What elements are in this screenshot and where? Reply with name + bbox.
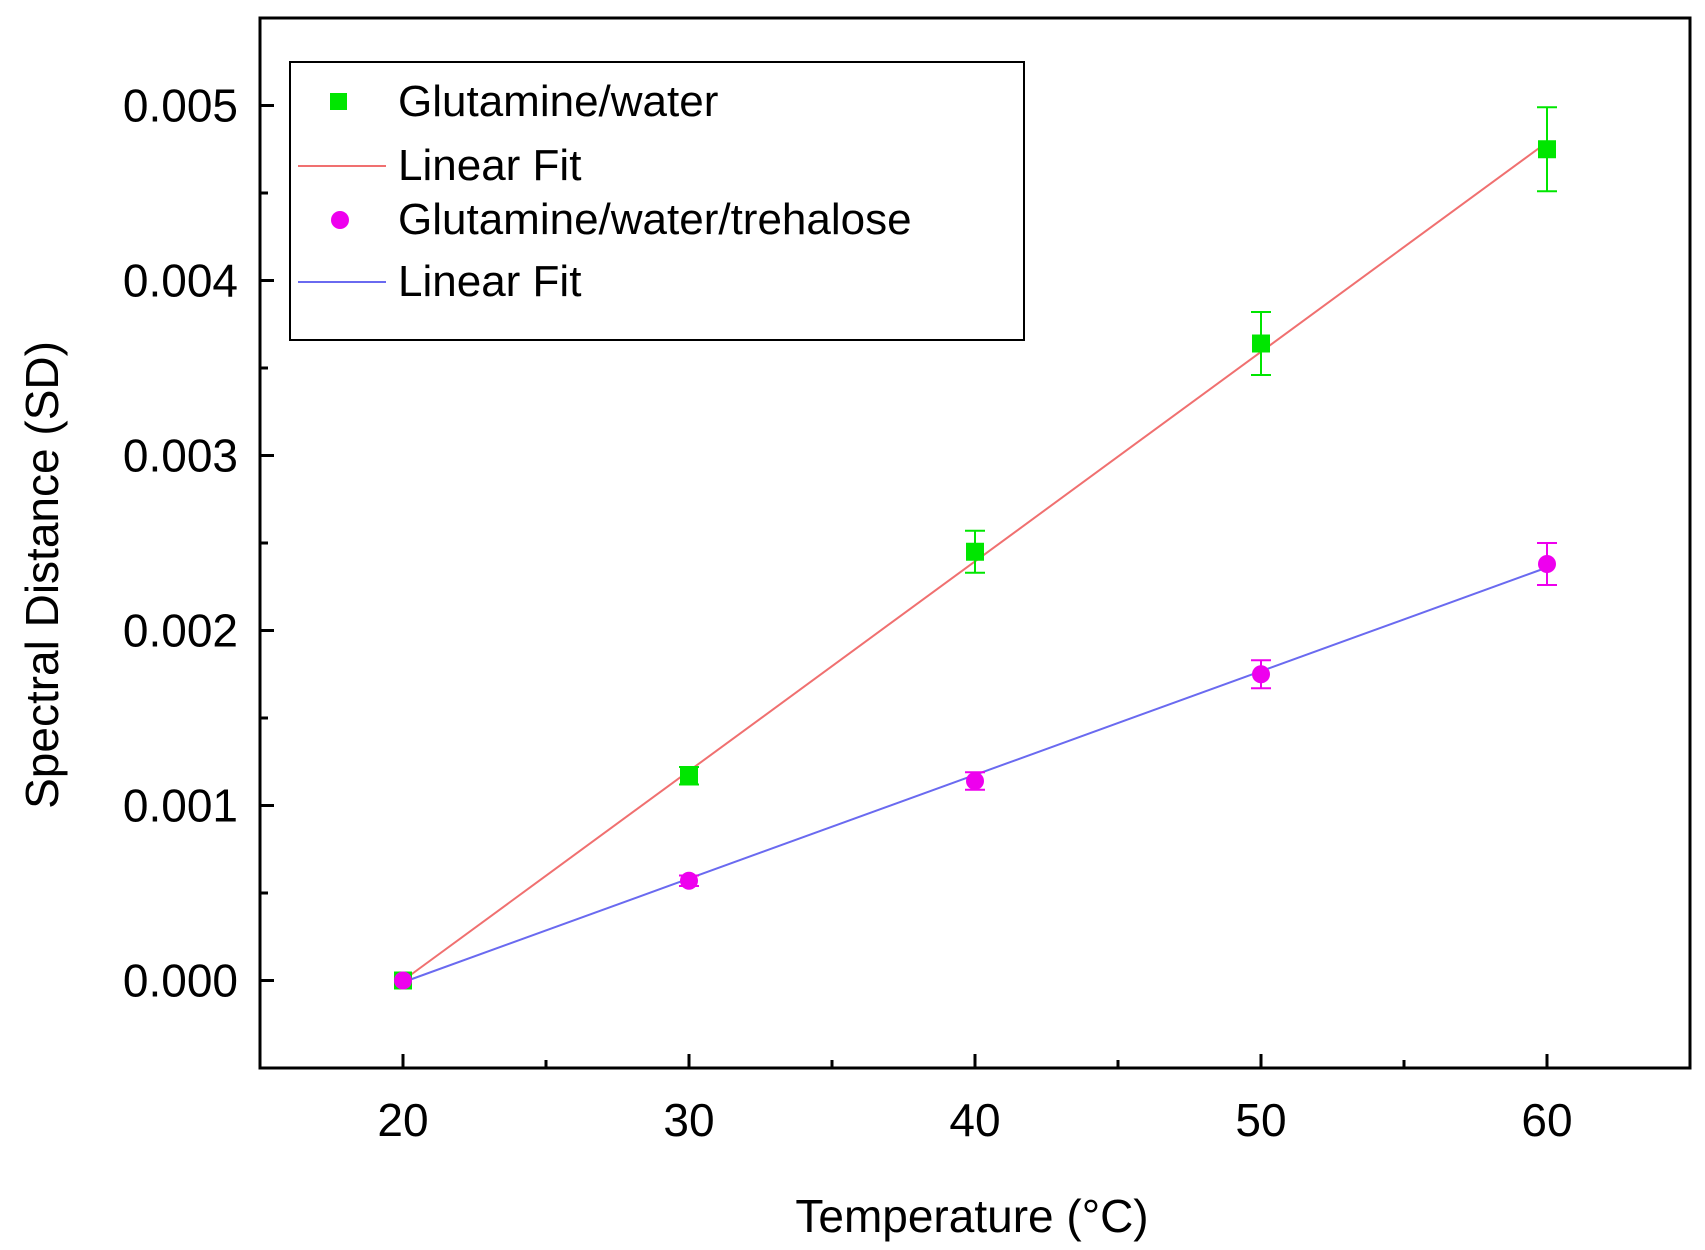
data-markers — [394, 140, 1556, 990]
y-tick-label: 0.003 — [123, 430, 238, 482]
x-tick-label: 30 — [663, 1094, 714, 1146]
legend-label-linear-fit-2: Linear Fit — [398, 257, 581, 306]
data-point-circle — [394, 971, 412, 990]
y-axis-title: Spectral Distance (SD) — [16, 341, 68, 809]
x-tick-label: 40 — [949, 1094, 1000, 1146]
data-point-square — [1252, 334, 1270, 353]
y-tick-label: 0.002 — [123, 605, 238, 657]
x-axis-title: Temperature (°C) — [795, 1190, 1148, 1242]
x-tick-label: 60 — [1521, 1094, 1572, 1146]
data-point-circle — [966, 772, 984, 790]
legend-box — [289, 61, 1025, 341]
data-point-circle — [1538, 555, 1556, 573]
data-point-square — [966, 542, 984, 561]
y-axis-ticks: 0.000 0.001 0.002 0.003 0.004 0.005 — [123, 80, 274, 1007]
legend-label-glutamine-water: Glutamine/water — [398, 77, 718, 126]
legend-label-glutamine-water-trehalose: Glutamine/water/trehalose — [398, 195, 912, 244]
legend-marker-square — [330, 93, 347, 110]
y-tick-label: 0.001 — [123, 780, 238, 832]
y-tick-label: 0.004 — [123, 255, 238, 307]
data-point-square — [680, 766, 698, 785]
x-tick-label: 50 — [1235, 1094, 1286, 1146]
legend: Glutamine/water Linear Fit Glutamine/wat… — [289, 61, 1025, 341]
legend-marker-circle — [331, 211, 349, 229]
y-tick-label: 0.000 — [123, 955, 238, 1007]
x-tick-label: 20 — [377, 1094, 428, 1146]
x-axis-ticks: 20 30 40 50 60 — [377, 1054, 1573, 1146]
data-point-square — [1538, 140, 1556, 159]
legend-label-linear-fit-1: Linear Fit — [398, 141, 581, 190]
data-point-circle — [680, 871, 698, 890]
y-tick-label: 0.005 — [123, 80, 238, 132]
data-point-circle — [1252, 665, 1270, 684]
